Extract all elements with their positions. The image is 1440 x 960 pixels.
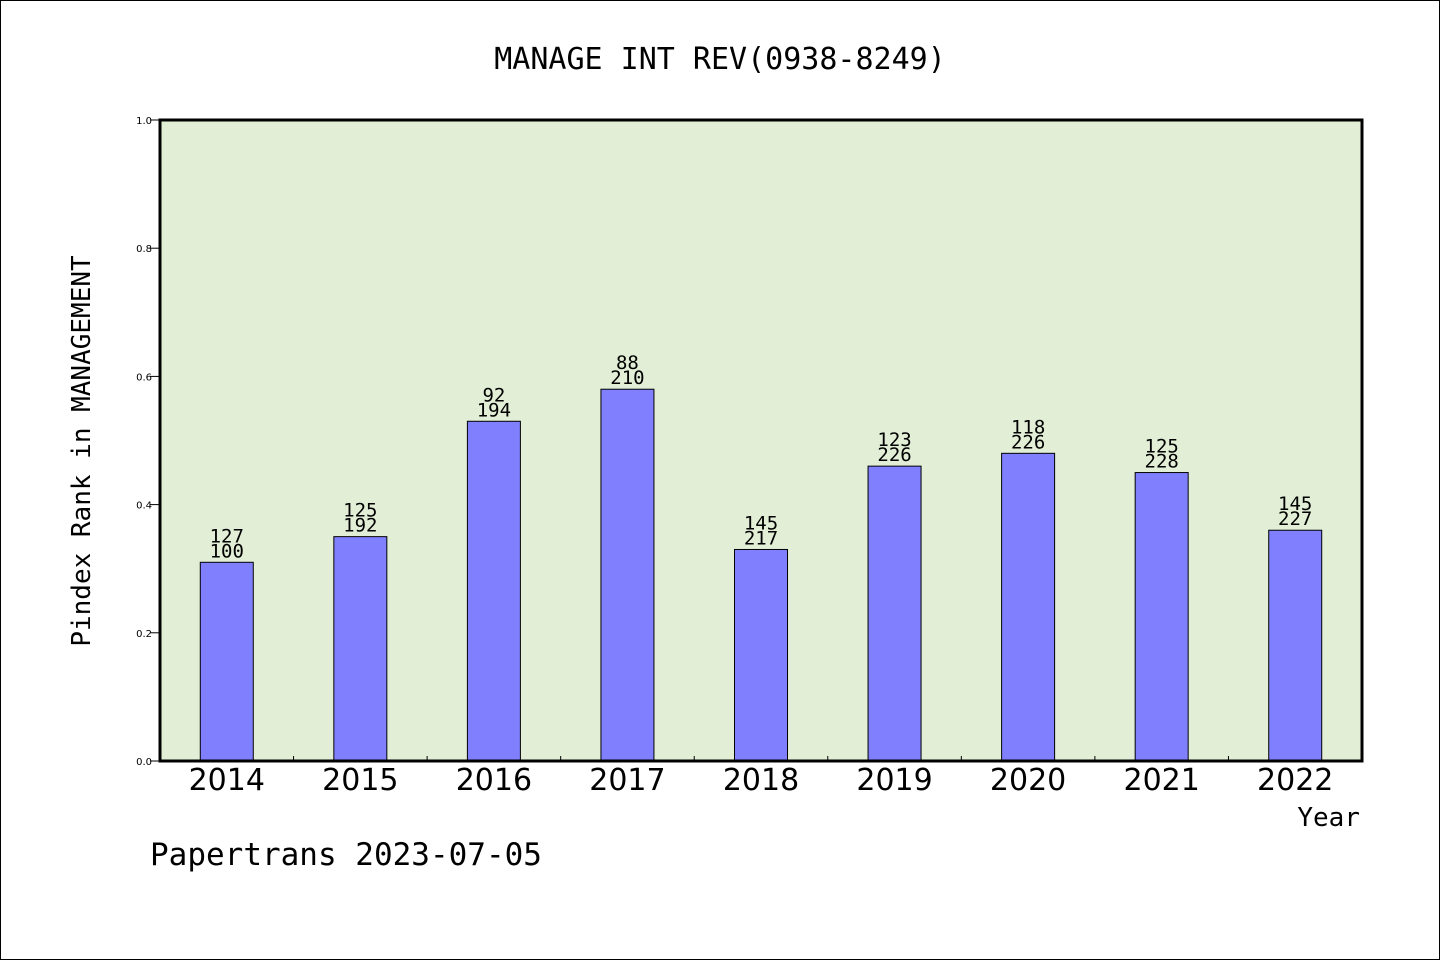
y-tick-label: 0.0 (136, 757, 152, 768)
x-tick-label: 2017 (589, 763, 665, 798)
bar-label-bottom: 210 (610, 367, 644, 389)
bar-label-top: 145 (744, 512, 778, 534)
footer-credit: Papertrans 2023-07-05 (150, 837, 542, 873)
bar-labels-group: 1271001251929219488210145217123226118226… (210, 352, 1313, 562)
x-tick-label: 2022 (1257, 763, 1333, 798)
y-tick-label: 1.0 (136, 116, 152, 127)
x-axis: 2014 2015 2016 2017 2018 2019 2020 2021 2022 (189, 756, 1333, 798)
bar-label-bottom: 227 (1278, 508, 1312, 530)
y-tick-label: 0.8 (136, 244, 152, 255)
x-axis-label: Year (1297, 803, 1360, 833)
bar-2018 (734, 548, 788, 762)
bar-2022 (1268, 529, 1323, 762)
bar-label-top: 127 (210, 525, 244, 547)
bar-2016 (466, 420, 521, 762)
bar-2017 (600, 388, 655, 762)
y-tick-label: 0.6 (136, 372, 152, 383)
bar-label-bottom: 226 (1011, 431, 1045, 453)
x-tick-label: 2021 (1123, 763, 1199, 798)
x-tick-label: 2020 (990, 763, 1066, 798)
y-axis: 0.0 0.2 0.4 0.6 0.8 1.0 (136, 116, 160, 768)
plot-border (158, 118, 1364, 763)
y-tick-label: 0.4 (136, 501, 152, 512)
bar-label-top: 118 (1011, 416, 1045, 438)
bar-label-top: 88 (616, 352, 639, 374)
bar-label-bottom: 194 (477, 399, 511, 421)
bar-label-top: 145 (1278, 493, 1312, 515)
bar-2019 (867, 465, 922, 762)
y-tick-label: 0.2 (136, 629, 152, 640)
bar-label-bottom: 228 (1145, 451, 1179, 473)
bar-label-top: 123 (877, 429, 911, 451)
x-tick-label: 2018 (723, 763, 799, 798)
bar-label-bottom: 226 (877, 444, 911, 466)
x-tick-label: 2014 (189, 763, 265, 798)
bar-2021 (1134, 472, 1189, 762)
chart-title: MANAGE INT REV(0938-8249) (494, 42, 946, 77)
bar-2014 (199, 561, 254, 762)
x-tick-label: 2015 (322, 763, 398, 798)
x-tick-label: 2016 (456, 763, 532, 798)
bar-label-top: 125 (343, 500, 377, 522)
bar-label-top: 92 (482, 384, 505, 406)
bar-2015 (333, 536, 388, 762)
bar-label-top: 125 (1145, 436, 1179, 458)
bar-2020 (1001, 452, 1056, 762)
bar-label-bottom: 100 (210, 540, 244, 562)
bar-label-bottom: 192 (343, 515, 377, 537)
bars-group (199, 388, 1323, 762)
bar-label-bottom: 217 (744, 527, 778, 549)
x-tick-label: 2019 (856, 763, 932, 798)
y-axis-label: Pindex Rank in MANAGEMENT (67, 255, 97, 647)
